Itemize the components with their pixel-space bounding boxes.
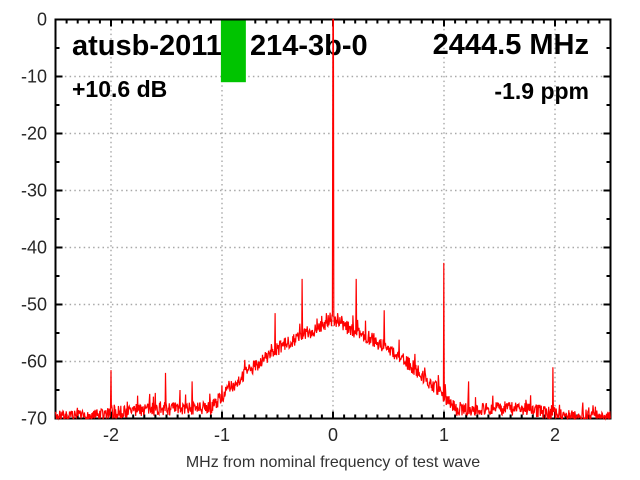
x-tick-label: -2 (103, 425, 119, 445)
y-tick-label: -50 (21, 295, 47, 315)
y-tick-label: -60 (21, 352, 47, 372)
spectrum-trace (54, 18, 611, 421)
x-axis-label: MHz from nominal frequency of test wave (186, 454, 480, 471)
y-tick-label: -70 (21, 409, 47, 429)
y-tick-label: -10 (21, 67, 47, 87)
ppm-offset-label: -1.9 ppm (494, 78, 589, 104)
x-tick-label: -1 (214, 425, 230, 445)
x-tick-label: 1 (439, 425, 449, 445)
y-tick-label: -20 (21, 124, 47, 144)
device-id-prefix: atusb-2011 (72, 30, 222, 62)
y-tick-label: -40 (21, 238, 47, 258)
x-tick-label: 2 (550, 425, 560, 445)
tick-labels: -2 -1 0 1 20-10-20-30-40-50-60-70 (21, 10, 560, 446)
y-tick-label: 0 (37, 10, 47, 30)
marker-box (220, 20, 246, 83)
frequency-label: 2444.5 MHz (433, 29, 589, 61)
x-tick-label: 0 (328, 425, 338, 445)
y-tick-label: -30 (21, 181, 47, 201)
device-id-suffix: 214-3b-0 (250, 30, 368, 62)
gain-label: +10.6 dB (72, 76, 167, 102)
